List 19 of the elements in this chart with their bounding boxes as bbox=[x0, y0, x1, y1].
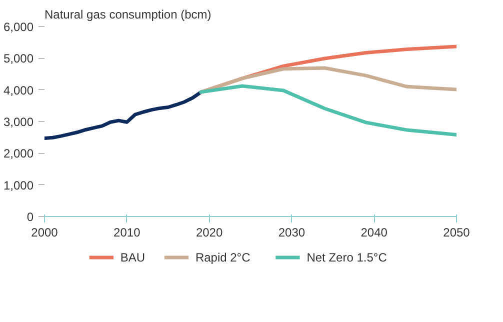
x-tick-label: 2010 bbox=[114, 226, 141, 240]
x-tick-label: 2030 bbox=[278, 226, 306, 240]
x-tick-label: 2020 bbox=[196, 226, 223, 240]
line-series bbox=[44, 90, 203, 140]
legend-label: BAU bbox=[120, 250, 146, 264]
y-tick-label: 3,000 bbox=[3, 115, 34, 129]
y-tick-label: 2,000 bbox=[3, 146, 34, 161]
legend-label: Rapid 2°C bbox=[195, 250, 251, 264]
y-tick-label: 1,000 bbox=[3, 178, 34, 192]
y-tick-label: 0 bbox=[26, 210, 34, 224]
y-tick-label: 5,000 bbox=[3, 52, 34, 66]
x-tick-label: 2050 bbox=[443, 226, 470, 240]
x-tick-label: 2040 bbox=[360, 226, 388, 240]
x-tick-label: 2000 bbox=[31, 226, 58, 240]
y-axis-title: Natural gas consumption (bcm) bbox=[44, 8, 212, 22]
y-tick-label: 6,000 bbox=[3, 20, 34, 34]
y-tick-label: 4,000 bbox=[3, 83, 34, 98]
line-series bbox=[199, 84, 456, 137]
legend-label: Net Zero 1.5°C bbox=[306, 250, 388, 264]
